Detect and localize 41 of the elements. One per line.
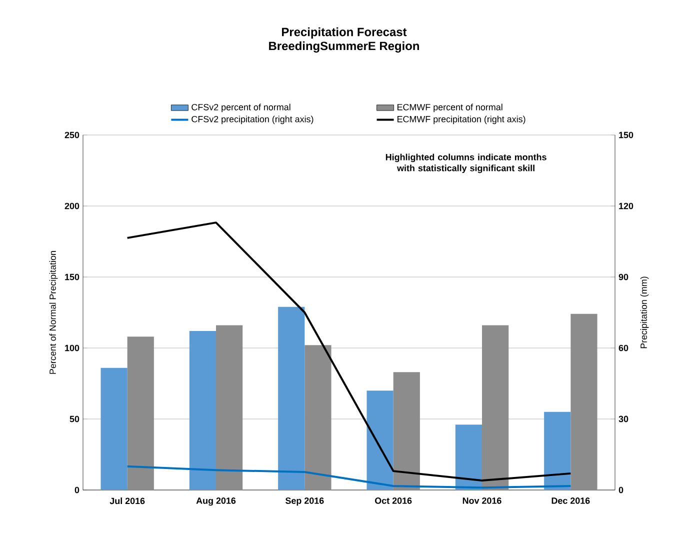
bar [544, 412, 571, 490]
bar [455, 424, 482, 490]
y2-tick-label: 0 [618, 486, 624, 494]
line-series [126, 222, 572, 482]
y-tick-label: 150 [65, 274, 80, 280]
bar [393, 372, 420, 490]
y2-tick-label: 30 [618, 416, 628, 422]
legend-label: CFSv2 precipitation (right axis) [192, 116, 314, 124]
y-tick-label: 100 [65, 344, 80, 352]
bar [482, 325, 509, 490]
x-tick-label: Sep 2016 [285, 498, 324, 506]
annotation: Highlighted columns indicate months with statistically significant skill [386, 154, 546, 174]
chart-title: Precipitation Forecast [282, 27, 407, 39]
y2-tick-label: 120 [619, 202, 634, 210]
y2-tick-label: 90 [618, 274, 628, 280]
y-tick-label: 200 [64, 202, 80, 210]
y2-tick-label: 150 [619, 132, 634, 138]
x-tick-label: Dec 2016 [552, 498, 590, 504]
bar [278, 306, 305, 490]
legend-label: ECMWF percent of normal [397, 104, 502, 112]
line-series [126, 465, 572, 489]
bar [100, 368, 128, 490]
x-tick-label: Oct 2016 [375, 498, 412, 504]
bar [304, 345, 332, 490]
x-tick-label: Jul 2016 [110, 498, 145, 504]
y-tick-label: 50 [70, 416, 80, 422]
legend-label: ECMWF precipitation (right axis) [397, 116, 526, 124]
y-axis-title: Percent of Normal Precipitation [49, 251, 58, 374]
y2-axis-title: Precipitation (mm) [640, 276, 649, 348]
y-tick-label: 250 [64, 132, 80, 138]
bar [127, 336, 154, 490]
x-tick-label: Aug 2016 [196, 498, 236, 506]
y2-tick-label: 60 [618, 344, 628, 352]
bar [189, 330, 216, 490]
legend-label: CFSv2 percent of normal [192, 104, 290, 112]
x-tick-label: Nov 2016 [462, 498, 502, 504]
chart-subtitle: BreedingSummerE Region [269, 41, 419, 53]
bar [570, 314, 598, 490]
bar [216, 325, 243, 490]
bar [366, 390, 394, 490]
y-tick-label: 0 [74, 486, 80, 494]
